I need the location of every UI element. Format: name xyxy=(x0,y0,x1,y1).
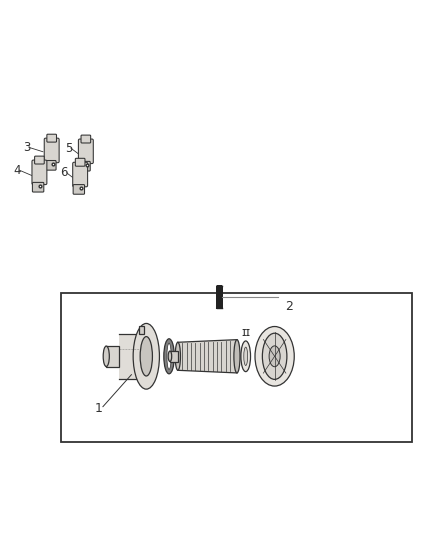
Ellipse shape xyxy=(255,327,294,386)
Bar xyxy=(139,326,144,334)
Ellipse shape xyxy=(140,336,152,376)
Ellipse shape xyxy=(234,340,240,373)
FancyBboxPatch shape xyxy=(81,135,91,143)
Ellipse shape xyxy=(269,346,280,367)
Ellipse shape xyxy=(103,346,110,367)
Bar xyxy=(170,351,178,361)
FancyBboxPatch shape xyxy=(35,156,44,164)
Text: 3: 3 xyxy=(23,141,30,154)
Text: 6: 6 xyxy=(60,166,68,179)
Text: 5: 5 xyxy=(65,142,72,155)
FancyBboxPatch shape xyxy=(73,162,88,187)
Bar xyxy=(119,334,146,379)
FancyBboxPatch shape xyxy=(32,182,44,192)
FancyBboxPatch shape xyxy=(47,134,57,142)
Ellipse shape xyxy=(241,341,251,372)
FancyBboxPatch shape xyxy=(78,139,93,164)
Text: II: II xyxy=(241,328,251,337)
Text: 4: 4 xyxy=(13,164,21,176)
Bar xyxy=(106,346,119,367)
Ellipse shape xyxy=(167,343,171,369)
Ellipse shape xyxy=(164,339,174,374)
FancyBboxPatch shape xyxy=(44,138,59,163)
FancyBboxPatch shape xyxy=(45,160,56,170)
FancyBboxPatch shape xyxy=(79,161,90,171)
Ellipse shape xyxy=(168,351,172,361)
Ellipse shape xyxy=(244,347,247,366)
Ellipse shape xyxy=(262,333,287,379)
FancyBboxPatch shape xyxy=(75,158,85,166)
Ellipse shape xyxy=(133,324,159,389)
Polygon shape xyxy=(178,340,237,373)
FancyBboxPatch shape xyxy=(32,160,47,184)
Ellipse shape xyxy=(175,342,180,370)
FancyBboxPatch shape xyxy=(73,184,85,194)
Text: 2: 2 xyxy=(285,300,293,313)
Text: 1: 1 xyxy=(95,402,102,415)
Bar xyxy=(61,293,412,442)
Ellipse shape xyxy=(141,334,151,379)
